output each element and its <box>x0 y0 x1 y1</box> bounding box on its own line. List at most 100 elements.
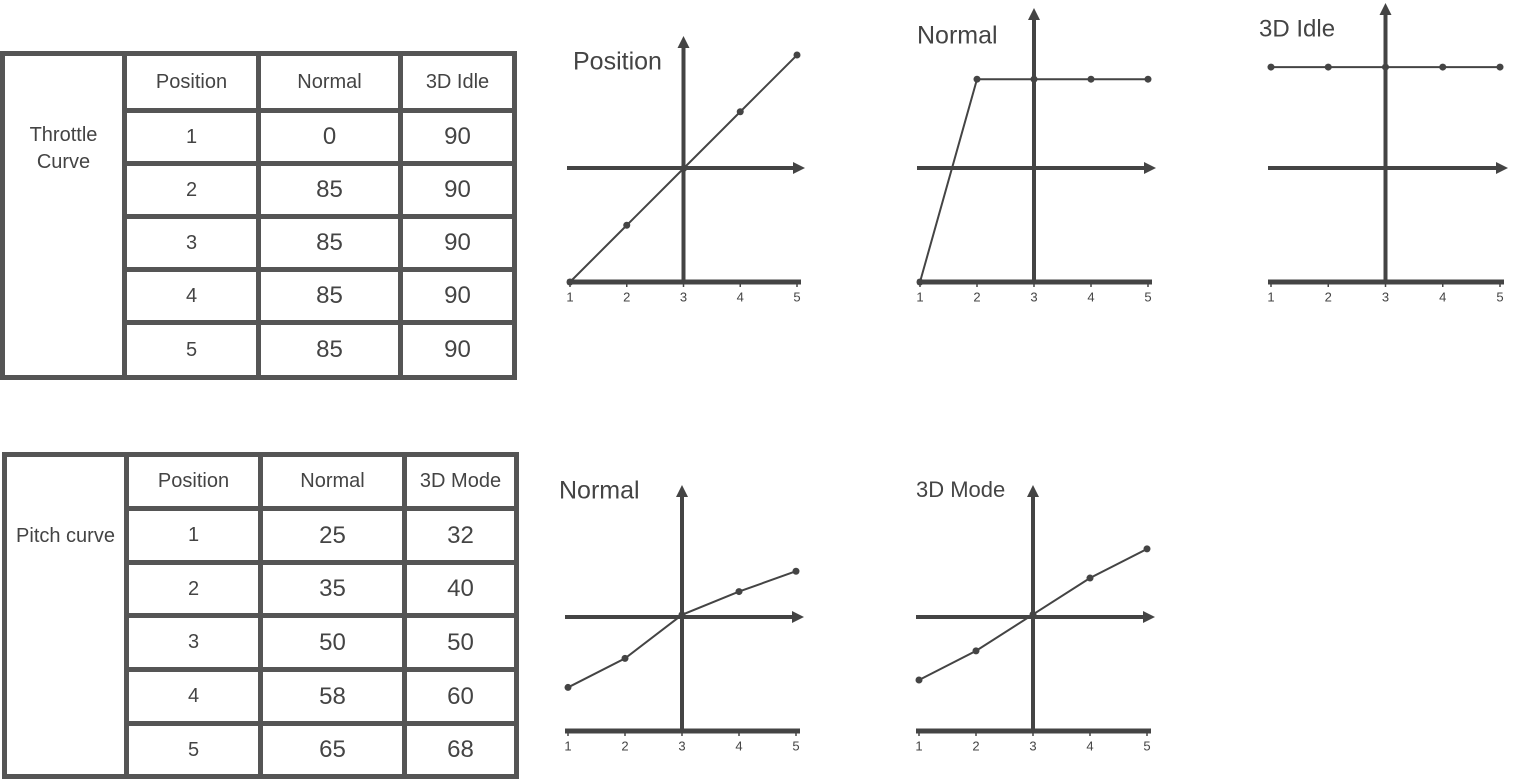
value-cell: 85 <box>256 267 403 325</box>
arrow-head <box>1143 611 1155 623</box>
value-cell: 65 <box>258 721 407 779</box>
value-cell: 32 <box>402 506 519 565</box>
curve-point <box>623 221 631 229</box>
value-cell: 50 <box>258 613 407 672</box>
position-cell: 4 <box>124 667 263 726</box>
column-header: Normal <box>258 452 407 511</box>
curve-point <box>566 278 574 286</box>
value-cell: 90 <box>398 108 517 166</box>
column-header: Position <box>124 452 263 511</box>
position-cell: 2 <box>124 560 263 618</box>
table-row: 3 85 90 <box>3 214 517 272</box>
arrow-head <box>1379 3 1392 15</box>
table-body: Pitch curve Position Normal 3D Mode 1 25 32 2 35… <box>2 452 519 779</box>
x-tick-label: 4 <box>735 738 742 753</box>
position-cell: 3 <box>122 214 261 272</box>
arrow-head <box>677 36 690 48</box>
table-body: Throttle Curve Position Normal 3D Idle 1 0 90 2… <box>0 51 517 380</box>
curve-point <box>678 611 686 619</box>
column-header: 3D Mode <box>402 452 519 511</box>
table-row: 5 85 90 <box>3 320 517 380</box>
table-row: 2 85 90 <box>3 161 517 219</box>
arrow-head <box>792 611 804 623</box>
arrow-head <box>793 162 805 174</box>
curve-point <box>1087 75 1095 83</box>
x-tick-label: 5 <box>1143 738 1150 753</box>
value-cell: 0 <box>256 108 403 166</box>
value-cell: 58 <box>258 667 407 726</box>
column-header: Position <box>122 51 261 113</box>
curve-point <box>1030 75 1038 83</box>
arrow-head <box>1144 162 1156 174</box>
value-cell: 25 <box>258 506 407 565</box>
table-row: 4 58 60 <box>5 667 519 726</box>
value-cell: 85 <box>256 161 403 219</box>
value-cell: 90 <box>398 320 517 380</box>
table-row: 1 0 90 <box>3 108 517 166</box>
x-tick-label: 5 <box>1496 289 1503 304</box>
header-row: Throttle Curve Position Normal 3D Idle <box>0 51 517 380</box>
arrow-head <box>1027 485 1039 497</box>
row-group-label: Throttle Curve <box>0 51 127 380</box>
x-tick-label: 4 <box>1439 289 1446 304</box>
curve-point <box>973 75 981 83</box>
curve-point <box>972 647 980 655</box>
column-header: Normal <box>256 51 403 113</box>
curve-point <box>680 165 687 173</box>
position-cell: 4 <box>122 267 261 325</box>
x-tick-label: 5 <box>1144 289 1151 304</box>
value-cell: 68 <box>402 721 519 779</box>
arrow-head <box>1028 8 1040 20</box>
x-tick-label: 3 <box>680 289 687 304</box>
chart-title: Normal <box>559 477 640 505</box>
x-tick-label: 2 <box>1325 289 1332 304</box>
position-cell: 1 <box>122 108 261 166</box>
x-tick-label: 4 <box>1087 289 1094 304</box>
value-cell: 35 <box>258 560 407 618</box>
position-cell: 5 <box>122 320 261 380</box>
row-group-label: Pitch curve <box>2 452 129 779</box>
chart-title: 3D Mode <box>916 477 1005 502</box>
curve-point <box>1086 574 1094 582</box>
table-row: 4 85 90 <box>3 267 517 325</box>
curve-point <box>793 51 801 59</box>
curve-point <box>1267 63 1275 71</box>
x-tick-label: 4 <box>737 289 744 304</box>
x-tick-label: 2 <box>972 738 979 753</box>
curve-point <box>736 108 744 116</box>
x-tick-label: 3 <box>1029 738 1036 753</box>
curve-point <box>1439 63 1447 71</box>
curve-point <box>1496 63 1504 71</box>
table-row: 2 35 40 <box>5 560 519 618</box>
curve-point <box>621 654 629 662</box>
curve-point <box>564 683 572 691</box>
value-cell: 90 <box>398 214 517 272</box>
curve-table: Throttle Curve Position Normal 3D Idle 1 0 90 2… <box>0 51 517 380</box>
value-cell: 90 <box>398 161 517 219</box>
x-tick-label: 5 <box>793 289 800 304</box>
value-cell: 90 <box>398 267 517 325</box>
table-row: 5 65 68 <box>5 721 519 779</box>
table-row: 3 50 50 <box>5 613 519 672</box>
table-row: 1 25 32 <box>5 506 519 565</box>
curve-point <box>1324 63 1332 71</box>
header-row: Pitch curve Position Normal 3D Mode <box>2 452 519 779</box>
x-tick-label: 2 <box>973 289 980 304</box>
chart-title: Normal <box>917 22 998 50</box>
position-cell: 1 <box>124 506 263 565</box>
arrow-head <box>676 485 688 497</box>
curve-point <box>1382 63 1389 71</box>
curve-point <box>1144 75 1152 83</box>
curve-point <box>915 676 923 684</box>
curve-point <box>916 278 924 286</box>
chart-title: 3D Idle <box>1259 15 1335 42</box>
position-cell: 5 <box>124 721 263 779</box>
x-tick-label: 2 <box>621 738 628 753</box>
curve-point <box>1143 545 1151 553</box>
x-tick-label: 1 <box>1267 289 1274 304</box>
curve-table: Pitch curve Position Normal 3D Mode 1 25 32 2 35… <box>2 452 519 779</box>
position-cell: 3 <box>124 613 263 672</box>
curve-point <box>735 588 743 596</box>
x-tick-label: 4 <box>1086 738 1093 753</box>
